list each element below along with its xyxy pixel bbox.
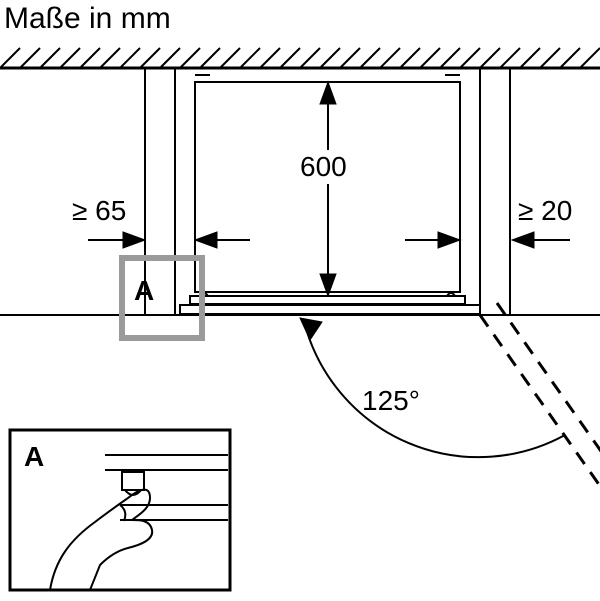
- ceiling-hatching: [0, 48, 600, 68]
- detail-a-label: A: [24, 441, 44, 472]
- front-panel: [180, 293, 480, 314]
- detail-a-panel: A: [10, 430, 230, 590]
- left-clearance-label: ≥ 65: [72, 195, 126, 226]
- right-cabinet-side: [480, 68, 510, 315]
- dimension-600: 600: [296, 82, 360, 296]
- diagram-title: Maße in mm: [4, 2, 171, 35]
- dimension-left-clearance: ≥ 65: [72, 195, 145, 248]
- dimension-right-clearance: ≥ 20: [512, 195, 572, 248]
- installation-diagram: Maße in mm: [0, 0, 600, 601]
- dimension-600-label: 600: [300, 151, 347, 182]
- right-clearance-label: ≥ 20: [518, 195, 572, 226]
- door-angle-label: 125°: [362, 385, 420, 416]
- door-swing: 125°: [300, 303, 600, 486]
- callout-a-label: A: [134, 275, 154, 306]
